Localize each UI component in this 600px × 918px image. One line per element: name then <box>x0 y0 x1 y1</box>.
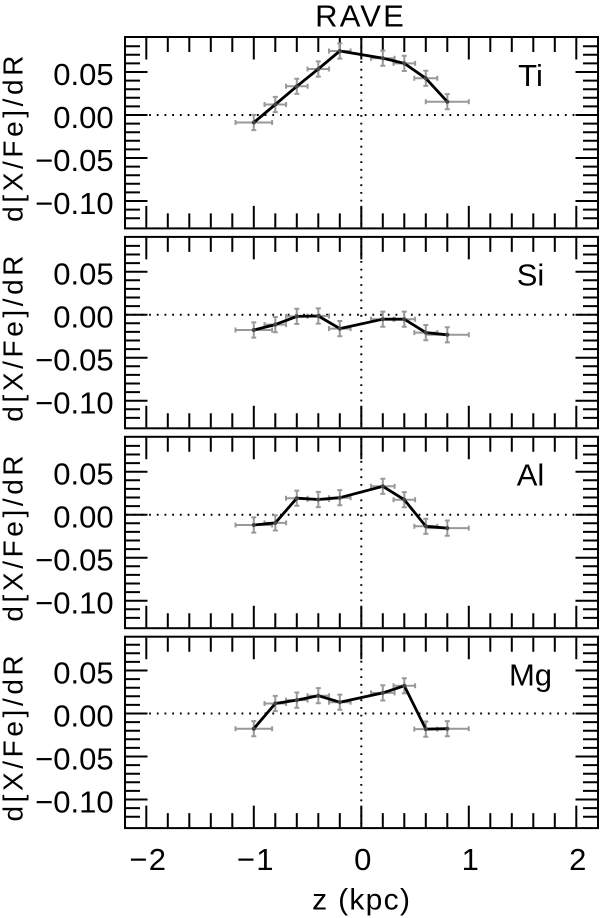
svg-text:0.05: 0.05 <box>53 57 113 92</box>
svg-text:−1: −1 <box>237 842 275 877</box>
svg-text:−0.05: −0.05 <box>35 143 113 178</box>
svg-text:Mg: Mg <box>509 658 552 693</box>
svg-text:Ti: Ti <box>518 58 543 93</box>
svg-text:−0.05: −0.05 <box>35 343 113 378</box>
svg-text:−0.05: −0.05 <box>35 543 113 578</box>
svg-text:0.00: 0.00 <box>53 500 113 535</box>
svg-text:d[X/Fe]/dR: d[X/Fe]/dR <box>0 452 28 622</box>
svg-text:−2: −2 <box>129 842 167 877</box>
svg-text:−0.10: −0.10 <box>35 186 113 221</box>
svg-text:Si: Si <box>517 258 545 293</box>
svg-text:d[X/Fe]/dR: d[X/Fe]/dR <box>0 652 28 822</box>
svg-text:0.00: 0.00 <box>53 300 113 335</box>
svg-text:d[X/Fe]/dR: d[X/Fe]/dR <box>0 52 28 222</box>
svg-text:0.05: 0.05 <box>53 457 113 492</box>
svg-text:d[X/Fe]/dR: d[X/Fe]/dR <box>0 252 28 422</box>
svg-text:2: 2 <box>569 842 587 877</box>
svg-text:1: 1 <box>462 842 480 877</box>
svg-text:0.00: 0.00 <box>53 698 113 733</box>
svg-text:0.05: 0.05 <box>53 655 113 690</box>
svg-text:−0.10: −0.10 <box>35 784 113 819</box>
svg-text:−0.05: −0.05 <box>35 741 113 776</box>
svg-text:RAVE: RAVE <box>315 0 406 34</box>
svg-text:Al: Al <box>517 458 545 493</box>
svg-text:0.00: 0.00 <box>53 100 113 135</box>
svg-text:−0.10: −0.10 <box>35 386 113 421</box>
svg-text:z (kpc): z (kpc) <box>312 884 411 917</box>
svg-text:0.05: 0.05 <box>53 257 113 292</box>
svg-text:−0.10: −0.10 <box>35 586 113 621</box>
svg-text:0: 0 <box>354 842 372 877</box>
